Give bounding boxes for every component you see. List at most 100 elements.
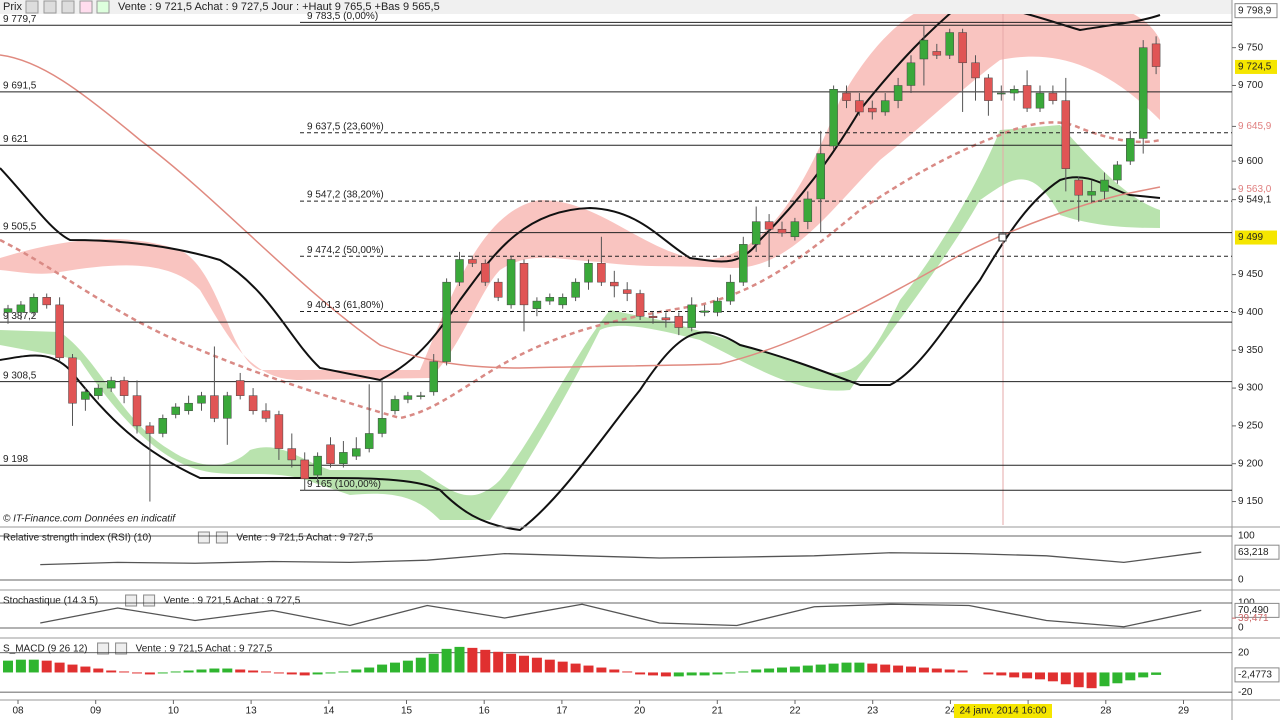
macd-bar bbox=[209, 668, 220, 673]
candle-body bbox=[648, 315, 658, 318]
macd-bar bbox=[893, 665, 904, 673]
indicator-line bbox=[40, 551, 1202, 566]
candle-body bbox=[364, 433, 374, 449]
candle-body bbox=[687, 304, 696, 328]
macd-bar bbox=[725, 672, 736, 674]
macd-bar bbox=[506, 653, 517, 673]
macd-bar bbox=[957, 670, 968, 673]
x-tick-label: 23 bbox=[867, 706, 879, 717]
candle-body bbox=[1126, 138, 1135, 162]
candle-body bbox=[1009, 89, 1019, 94]
panel-title: Prix bbox=[3, 1, 22, 13]
macd-bar bbox=[28, 659, 39, 673]
macd-bar bbox=[867, 663, 878, 673]
macd-bar bbox=[583, 665, 594, 673]
macd-bar bbox=[1060, 672, 1071, 685]
x-tick-label: 13 bbox=[246, 706, 258, 717]
x-tick-label: 24 bbox=[945, 706, 957, 717]
x-tick-label: 17 bbox=[556, 706, 568, 717]
candle-body bbox=[532, 300, 542, 309]
macd-bar bbox=[1035, 672, 1045, 680]
candle-body bbox=[880, 100, 890, 113]
candle-body bbox=[984, 77, 993, 101]
macd-bar bbox=[983, 672, 994, 675]
macd-bar bbox=[67, 664, 78, 673]
macd-bar bbox=[3, 660, 13, 673]
properties-button[interactable] bbox=[43, 0, 57, 14]
indicator-settings-button[interactable] bbox=[125, 594, 138, 607]
price-marker-label: 9 798,9 bbox=[1238, 5, 1272, 16]
candle-body bbox=[803, 198, 813, 222]
indicator-settings-button[interactable] bbox=[197, 531, 210, 544]
candle-body bbox=[223, 395, 232, 419]
macd-bar bbox=[273, 672, 284, 674]
close-button[interactable] bbox=[61, 0, 75, 14]
indicator-close-button[interactable] bbox=[115, 642, 128, 655]
macd-bar bbox=[480, 649, 491, 673]
macd-bar bbox=[106, 670, 117, 673]
price-marker-label: 9 724,5 bbox=[1238, 62, 1272, 73]
macd-bar bbox=[635, 672, 646, 675]
macd-bar bbox=[1151, 672, 1162, 675]
macd-bar bbox=[1099, 672, 1110, 687]
x-tick-label: 08 bbox=[12, 706, 24, 717]
zoom-in-button[interactable] bbox=[96, 0, 110, 14]
indicator-tick-label: 100 bbox=[1238, 531, 1255, 542]
moving-average bbox=[0, 54, 1161, 369]
fibonacci-label: 9 165 (100,00%) bbox=[307, 479, 381, 490]
candle-body bbox=[906, 62, 916, 86]
candle-body bbox=[300, 459, 309, 480]
indicator-close-button[interactable] bbox=[143, 594, 156, 607]
indicator-close-button[interactable] bbox=[215, 531, 228, 544]
macd-bar bbox=[686, 672, 697, 676]
y-tick-label: 9 200 bbox=[1238, 458, 1263, 469]
candle-body bbox=[416, 395, 426, 397]
candle-body bbox=[145, 425, 155, 434]
macd-bar bbox=[1112, 672, 1123, 684]
x-tick-label: 16 bbox=[479, 706, 491, 717]
candle-body bbox=[55, 304, 64, 359]
macd-bar bbox=[802, 665, 813, 673]
macd-bar bbox=[519, 655, 529, 673]
indicator-value-label: 70,490 bbox=[1238, 605, 1269, 616]
support-cloud bbox=[0, 125, 1160, 520]
macd-bar bbox=[299, 672, 310, 676]
macd-bar bbox=[906, 666, 916, 673]
candle-body bbox=[1151, 43, 1161, 67]
candle-body bbox=[29, 297, 39, 313]
macd-bar bbox=[557, 661, 568, 673]
y-tick-label: 9 300 bbox=[1238, 383, 1263, 394]
macd-bar bbox=[441, 648, 452, 673]
candle-body bbox=[1113, 164, 1122, 181]
cursor-point bbox=[998, 233, 1007, 242]
macd-bar bbox=[931, 668, 942, 673]
price-marker-label: 9 549,1 bbox=[1238, 194, 1272, 205]
macd-bar bbox=[351, 669, 362, 673]
price-marker bbox=[1234, 3, 1278, 19]
indicator-settings-button[interactable] bbox=[97, 642, 110, 655]
macd-bar bbox=[248, 670, 259, 673]
candle-body bbox=[68, 357, 77, 404]
macd-bar bbox=[1047, 672, 1058, 682]
macd-bar bbox=[132, 672, 142, 674]
macd-bar bbox=[673, 672, 684, 677]
candle-body bbox=[377, 418, 387, 434]
macd-bar bbox=[15, 659, 26, 673]
zoom-out-button[interactable] bbox=[79, 0, 93, 14]
price-marker bbox=[1235, 230, 1277, 245]
indicator-title: Stochastique (14 3 5) bbox=[3, 596, 98, 607]
settings-button[interactable] bbox=[25, 0, 39, 14]
indicator-value-label: 63,218 bbox=[1238, 547, 1269, 558]
candle-body bbox=[661, 317, 671, 321]
macd-bar bbox=[531, 657, 542, 673]
chart-layer: 9 779,7 9 691,5 9 621 9 505,5 9 387,2 9 308,5… bbox=[0, 3, 1280, 718]
macd-bar bbox=[80, 666, 91, 673]
macd-bar bbox=[1138, 672, 1149, 678]
candle-body bbox=[739, 244, 748, 283]
macd-bar bbox=[1073, 672, 1084, 688]
candle-body bbox=[16, 304, 26, 313]
indicator-value-label: -2,4773 bbox=[1238, 670, 1272, 681]
x-tick-label: 29 bbox=[1178, 706, 1190, 717]
